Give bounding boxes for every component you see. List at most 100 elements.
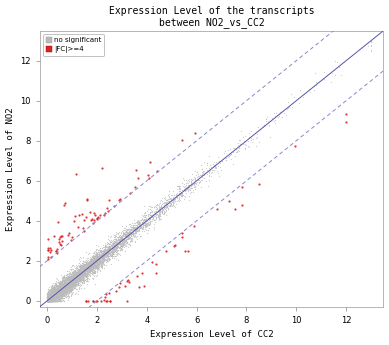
- Point: [46, 287, 52, 293]
- Point: [65, 283, 71, 288]
- Point: [65, 283, 71, 288]
- Point: [44, 293, 50, 299]
- Point: [94, 251, 100, 257]
- Point: [51, 295, 57, 301]
- Point: [178, 191, 184, 197]
- Point: [127, 231, 133, 237]
- Point: [88, 265, 94, 271]
- Point: [44, 296, 51, 301]
- Point: [102, 256, 108, 262]
- Point: [51, 293, 57, 298]
- Point: [45, 298, 51, 304]
- Point: [102, 249, 108, 255]
- Point: [52, 289, 58, 295]
- Point: [119, 244, 125, 250]
- Point: [78, 273, 84, 279]
- Point: [80, 275, 86, 280]
- Point: [68, 276, 74, 282]
- Point: [75, 279, 82, 285]
- Point: [64, 289, 70, 295]
- Point: [71, 277, 77, 283]
- Point: [145, 212, 151, 218]
- Point: [113, 229, 119, 235]
- Point: [276, 111, 282, 117]
- Point: [46, 296, 52, 301]
- Point: [77, 267, 83, 273]
- Point: [73, 281, 79, 286]
- Point: [116, 241, 123, 246]
- Point: [163, 203, 169, 208]
- Point: [74, 276, 81, 281]
- Point: [118, 242, 124, 247]
- Point: [179, 191, 185, 197]
- Point: [156, 208, 163, 213]
- Point: [47, 297, 53, 302]
- Point: [52, 298, 58, 304]
- Point: [328, 71, 335, 76]
- Point: [188, 183, 194, 189]
- Point: [123, 230, 130, 235]
- Point: [70, 218, 77, 223]
- Point: [49, 292, 55, 297]
- Point: [46, 297, 52, 302]
- Point: [50, 296, 56, 302]
- Point: [268, 117, 274, 122]
- Point: [137, 221, 144, 227]
- Point: [74, 276, 80, 281]
- Point: [216, 174, 222, 179]
- Point: [83, 272, 89, 277]
- Point: [96, 256, 102, 261]
- Point: [121, 241, 127, 246]
- Point: [100, 251, 106, 256]
- Point: [191, 181, 198, 186]
- Point: [130, 225, 137, 230]
- Point: [84, 258, 91, 264]
- Point: [47, 294, 54, 299]
- Point: [53, 289, 59, 294]
- Point: [92, 260, 98, 266]
- Point: [177, 190, 183, 195]
- Point: [121, 227, 128, 233]
- Point: [45, 298, 51, 304]
- Point: [61, 298, 67, 304]
- Point: [94, 259, 100, 265]
- Point: [56, 294, 62, 299]
- Point: [123, 244, 129, 249]
- Point: [131, 217, 137, 223]
- Point: [67, 278, 73, 284]
- Point: [95, 249, 102, 255]
- Point: [266, 135, 273, 140]
- Point: [50, 296, 56, 301]
- Point: [88, 260, 94, 266]
- Point: [88, 267, 95, 273]
- Point: [46, 298, 52, 304]
- Point: [76, 277, 82, 283]
- Point: [48, 283, 54, 289]
- Point: [86, 260, 92, 266]
- Point: [53, 288, 59, 294]
- Point: [54, 288, 60, 293]
- Point: [214, 206, 220, 212]
- Point: [91, 254, 97, 259]
- Point: [82, 277, 88, 283]
- Point: [116, 235, 122, 240]
- Point: [102, 249, 108, 255]
- Point: [79, 264, 86, 269]
- Point: [227, 146, 233, 151]
- Point: [70, 278, 76, 283]
- Point: [72, 277, 79, 282]
- Point: [80, 273, 86, 278]
- Point: [74, 279, 80, 284]
- Point: [128, 232, 135, 238]
- Point: [68, 282, 75, 287]
- Point: [91, 269, 97, 274]
- Point: [156, 214, 162, 219]
- Point: [46, 293, 53, 298]
- Point: [110, 249, 116, 254]
- Point: [54, 289, 61, 295]
- Point: [46, 298, 52, 304]
- Point: [182, 194, 188, 200]
- Point: [60, 282, 66, 287]
- Point: [67, 284, 73, 289]
- Point: [67, 277, 73, 282]
